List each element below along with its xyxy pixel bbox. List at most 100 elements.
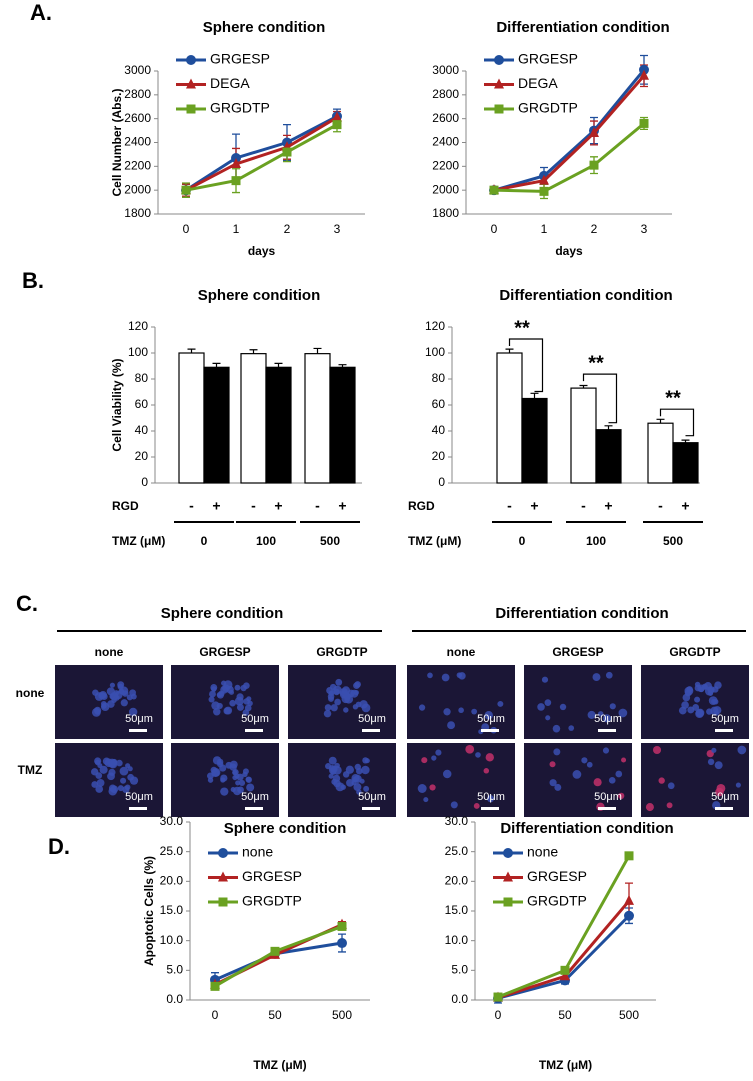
scale-bar-label: 50μm	[477, 791, 505, 803]
cell	[568, 725, 575, 731]
cell	[99, 691, 107, 699]
series-name: -	[315, 498, 320, 514]
series-name: +	[604, 498, 612, 514]
x-axis-label: TMZ (μM)	[408, 534, 461, 548]
point	[639, 118, 649, 128]
chart-title: Sphere condition	[203, 19, 326, 36]
y-tick-label: 20.0	[445, 874, 469, 888]
x-tick-label: 0	[519, 534, 526, 548]
point	[337, 921, 347, 931]
scale-bar	[715, 807, 733, 810]
y-tick-label: 2200	[124, 159, 151, 173]
point	[639, 69, 649, 80]
cell	[91, 781, 99, 788]
y-tick-label: 15.0	[160, 903, 184, 917]
error-bar	[274, 362, 283, 368]
x-tick-label: 50	[268, 1008, 282, 1022]
cell	[209, 690, 216, 698]
cell	[244, 704, 252, 712]
cell	[330, 765, 338, 773]
cell	[207, 777, 214, 783]
significance-bracket	[582, 373, 618, 424]
point	[560, 970, 570, 981]
y-tick-label: 20	[135, 449, 149, 463]
cell	[243, 698, 250, 705]
cell	[581, 757, 588, 764]
cell	[331, 778, 338, 785]
cell	[213, 708, 221, 716]
legend-label: GRGESP	[518, 51, 578, 67]
row-label: TMZ	[18, 763, 43, 777]
cell	[417, 784, 427, 793]
y-tick-label: 40	[432, 423, 446, 437]
cell	[592, 673, 601, 682]
series-label: RGD	[408, 499, 435, 513]
cell	[456, 672, 463, 678]
cell	[232, 769, 239, 776]
scale-bar	[598, 807, 616, 810]
cell	[708, 696, 718, 705]
cell	[353, 783, 362, 792]
y-tick-label: 2800	[432, 87, 459, 101]
x-tick-label: 500	[619, 1008, 639, 1022]
series-name: +	[530, 498, 538, 514]
cell	[120, 699, 128, 707]
cell	[618, 792, 625, 800]
cell	[658, 777, 665, 784]
scale-bar	[481, 807, 499, 810]
scale-bar-label: 50μm	[477, 713, 505, 725]
chart-title: Differentiation condition	[500, 820, 673, 837]
y-tick-label: 2400	[124, 135, 151, 149]
series-name: -	[251, 498, 256, 514]
cell	[615, 770, 623, 778]
point	[218, 871, 228, 882]
point	[539, 186, 549, 196]
point	[494, 104, 504, 114]
y-tick-label: 80	[432, 371, 446, 385]
y-tick-label: 10.0	[160, 933, 184, 947]
micrograph	[171, 665, 279, 739]
point	[218, 848, 228, 858]
x-tick-label: 500	[320, 534, 340, 548]
significance-bracket	[659, 408, 695, 437]
y-tick-label: 40	[135, 423, 149, 437]
annotation: **	[665, 387, 681, 409]
cell	[559, 703, 567, 711]
cell	[108, 786, 118, 796]
bar	[496, 352, 523, 484]
point	[589, 126, 599, 137]
cell	[354, 681, 361, 688]
cell	[707, 758, 715, 766]
line	[497, 914, 631, 1000]
cell	[353, 689, 359, 696]
point	[337, 938, 347, 949]
series-name: -	[189, 498, 194, 514]
cell	[229, 699, 236, 707]
y-tick-label: 0.0	[451, 992, 468, 1006]
column-label: none	[447, 645, 476, 659]
scale-bar-label: 50μm	[711, 791, 739, 803]
cell	[330, 704, 338, 712]
scale-bar	[715, 729, 733, 732]
point	[489, 185, 499, 195]
scale-bar	[245, 807, 263, 810]
cell	[487, 795, 495, 803]
y-tick-label: 120	[128, 319, 148, 333]
x-tick-label: 100	[586, 534, 606, 548]
scale-bar	[129, 807, 147, 810]
point	[560, 965, 570, 975]
cell	[537, 703, 545, 711]
cell	[682, 693, 691, 702]
cell	[618, 708, 628, 718]
bar	[265, 366, 292, 484]
series-name: +	[338, 498, 346, 514]
cell	[234, 696, 244, 706]
bar	[595, 429, 622, 484]
x-axis-label: days	[248, 244, 276, 258]
series-name: +	[274, 498, 282, 514]
cell	[714, 761, 723, 770]
legend-label: none	[242, 844, 273, 860]
cell	[210, 766, 218, 774]
cell	[458, 707, 464, 714]
cell	[552, 724, 561, 733]
